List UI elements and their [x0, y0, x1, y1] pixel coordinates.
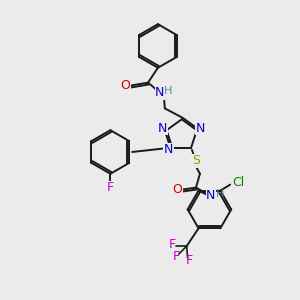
Text: F: F	[186, 254, 193, 266]
Text: N: N	[196, 122, 206, 135]
Text: O: O	[120, 79, 130, 92]
Text: N: N	[206, 189, 215, 202]
Text: O: O	[172, 183, 182, 196]
Text: N: N	[164, 143, 173, 156]
Text: N: N	[155, 86, 165, 99]
Text: F: F	[169, 238, 176, 251]
Text: F: F	[107, 181, 114, 194]
Text: F: F	[173, 250, 180, 262]
Text: H: H	[216, 188, 224, 199]
Text: Cl: Cl	[232, 176, 244, 189]
Text: H: H	[164, 85, 172, 96]
Text: N: N	[158, 122, 167, 135]
Text: S: S	[192, 154, 200, 167]
